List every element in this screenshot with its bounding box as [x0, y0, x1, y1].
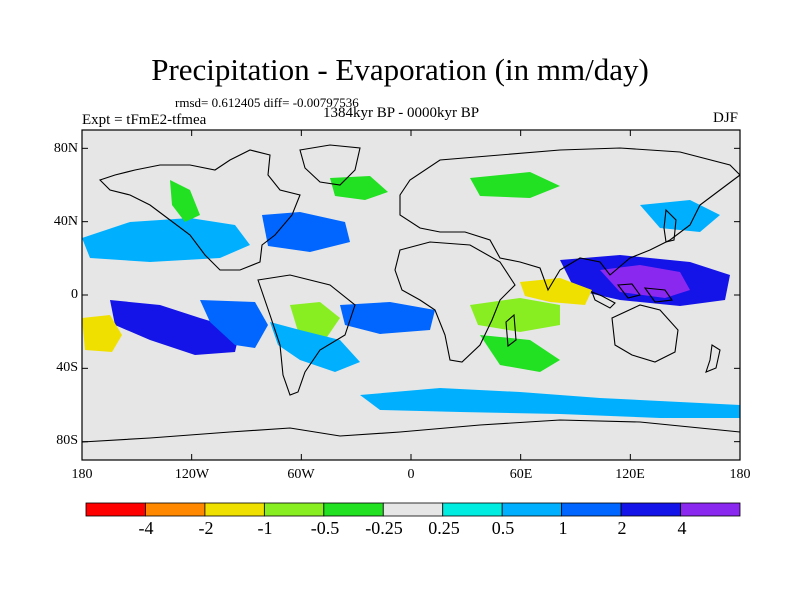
colorbar-label: -0.5 — [310, 518, 340, 538]
colorbar-swatch — [561, 502, 622, 517]
x-tick-label: 60E — [509, 467, 533, 482]
x-tick-label: 120W — [174, 467, 210, 482]
field-region — [200, 300, 268, 348]
colorbar-swatch — [204, 502, 265, 517]
x-tick-label: 180 — [729, 467, 751, 482]
colorbar-label: -1 — [257, 518, 273, 538]
colorbar-swatch — [145, 502, 206, 517]
field-region — [262, 212, 350, 252]
colorbar-swatch — [620, 502, 681, 517]
field-region — [520, 278, 592, 305]
y-tick-label: 40S — [56, 360, 78, 375]
field-region — [470, 298, 560, 332]
colorbar — [85, 502, 741, 517]
colorbar-swatch — [442, 502, 503, 517]
field-region — [470, 172, 560, 198]
colorbar-label: 1 — [558, 518, 568, 538]
field-region — [82, 218, 250, 262]
y-tick-label: 0 — [71, 287, 78, 302]
colorbar-swatch — [501, 502, 563, 517]
period-label: 1384kyr BP - 0000kyr BP — [323, 105, 480, 121]
colorbar-swatch — [85, 502, 146, 517]
y-tick-label: 80N — [53, 141, 78, 156]
colorbar-label: 0.5 — [491, 518, 515, 538]
field-region — [170, 180, 200, 222]
field-region — [110, 300, 240, 355]
y-tick-label: 80S — [56, 433, 78, 448]
field-region — [480, 335, 560, 372]
precip-field — [82, 172, 740, 418]
field-region — [270, 322, 360, 372]
colorbar-label: 0.25 — [428, 518, 460, 538]
colorbar-label: -2 — [198, 518, 214, 538]
field-region — [340, 302, 435, 334]
colorbar-swatch — [263, 502, 325, 517]
season-label: DJF — [712, 110, 738, 126]
x-tick-label: 180 — [71, 467, 93, 482]
colorbar-label: -0.25 — [365, 518, 403, 538]
colorbar-swatch — [323, 502, 384, 517]
field-region — [640, 200, 720, 232]
field-region — [82, 315, 122, 352]
field-region — [290, 302, 340, 340]
field-region — [330, 176, 388, 200]
colorbar-label: -4 — [138, 518, 154, 538]
experiment-label: Expt = tFmE2-tfmea — [82, 112, 207, 128]
colorbar-label: 2 — [617, 518, 627, 538]
x-tick-label: 120E — [615, 467, 645, 482]
axis-ticks — [81, 130, 741, 460]
chart-title: Precipitation - Evaporation (in mm/day) — [151, 52, 649, 87]
x-tick-label: 0 — [407, 467, 415, 482]
field-region — [600, 265, 690, 298]
colorbar-label: 4 — [677, 518, 687, 538]
y-tick-label: 40N — [53, 214, 78, 229]
colorbar-swatch — [382, 502, 444, 517]
coastlines — [82, 144, 740, 443]
colorbar-swatch — [680, 502, 741, 517]
field-region — [360, 388, 740, 418]
x-tick-label: 60W — [287, 467, 315, 482]
stats-text: rmsd= 0.612405 diff= -0.00797536 — [175, 95, 359, 110]
